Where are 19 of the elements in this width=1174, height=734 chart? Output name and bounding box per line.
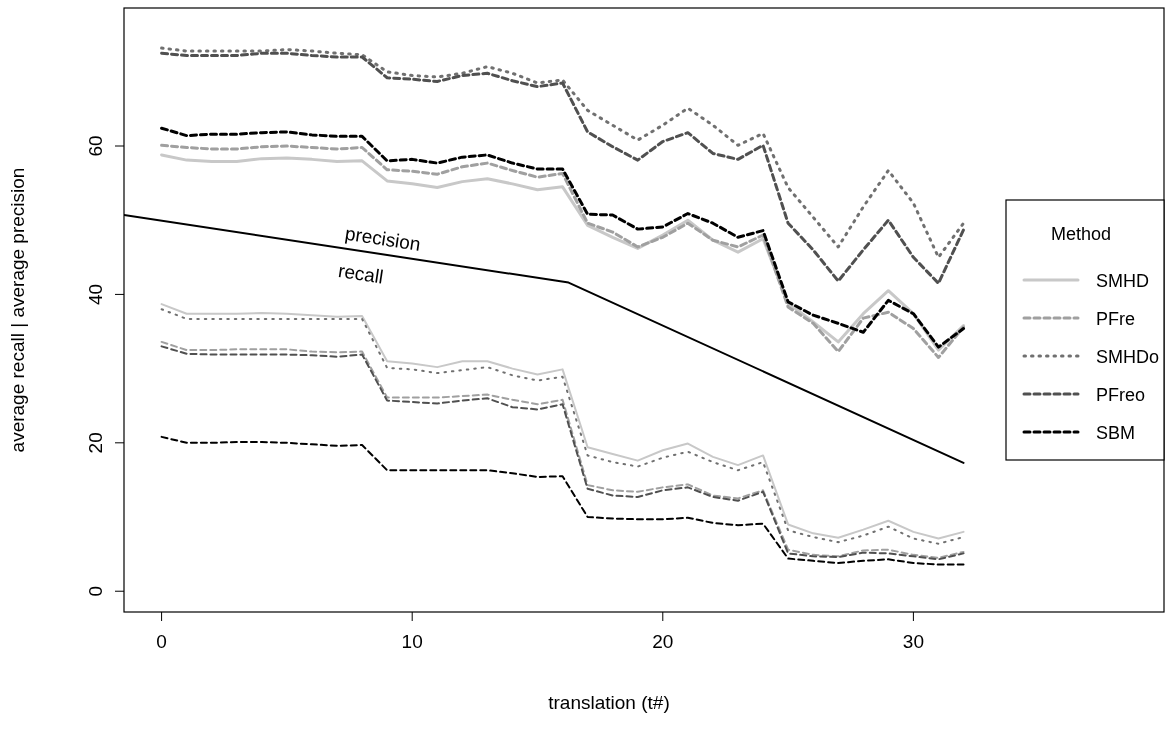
legend-label: PFreo [1096, 385, 1146, 405]
line-series [160, 435, 965, 566]
x-tick-label: 30 [902, 631, 924, 652]
y-tick-label: 0 [85, 585, 106, 597]
legend-title: Method [1050, 224, 1112, 244]
legend-label: SBM [1096, 423, 1136, 443]
y-tick-label: 60 [85, 135, 106, 157]
x-tick-label: 20 [652, 631, 674, 652]
y-tick-label: 40 [85, 283, 106, 305]
y-axis-title: average recall | average precision [7, 167, 28, 453]
x-axis-title: translation (t#) [548, 692, 670, 713]
legend-label: PFre [1096, 309, 1136, 329]
legend-label: SMHDo [1096, 347, 1160, 367]
y-tick-label: 20 [85, 432, 106, 454]
annotation: recall [336, 259, 385, 288]
annotation: precision [343, 222, 422, 255]
legend-label: SMHD [1096, 271, 1149, 291]
x-tick-label: 10 [401, 631, 423, 652]
x-tick-label: 0 [156, 631, 167, 652]
